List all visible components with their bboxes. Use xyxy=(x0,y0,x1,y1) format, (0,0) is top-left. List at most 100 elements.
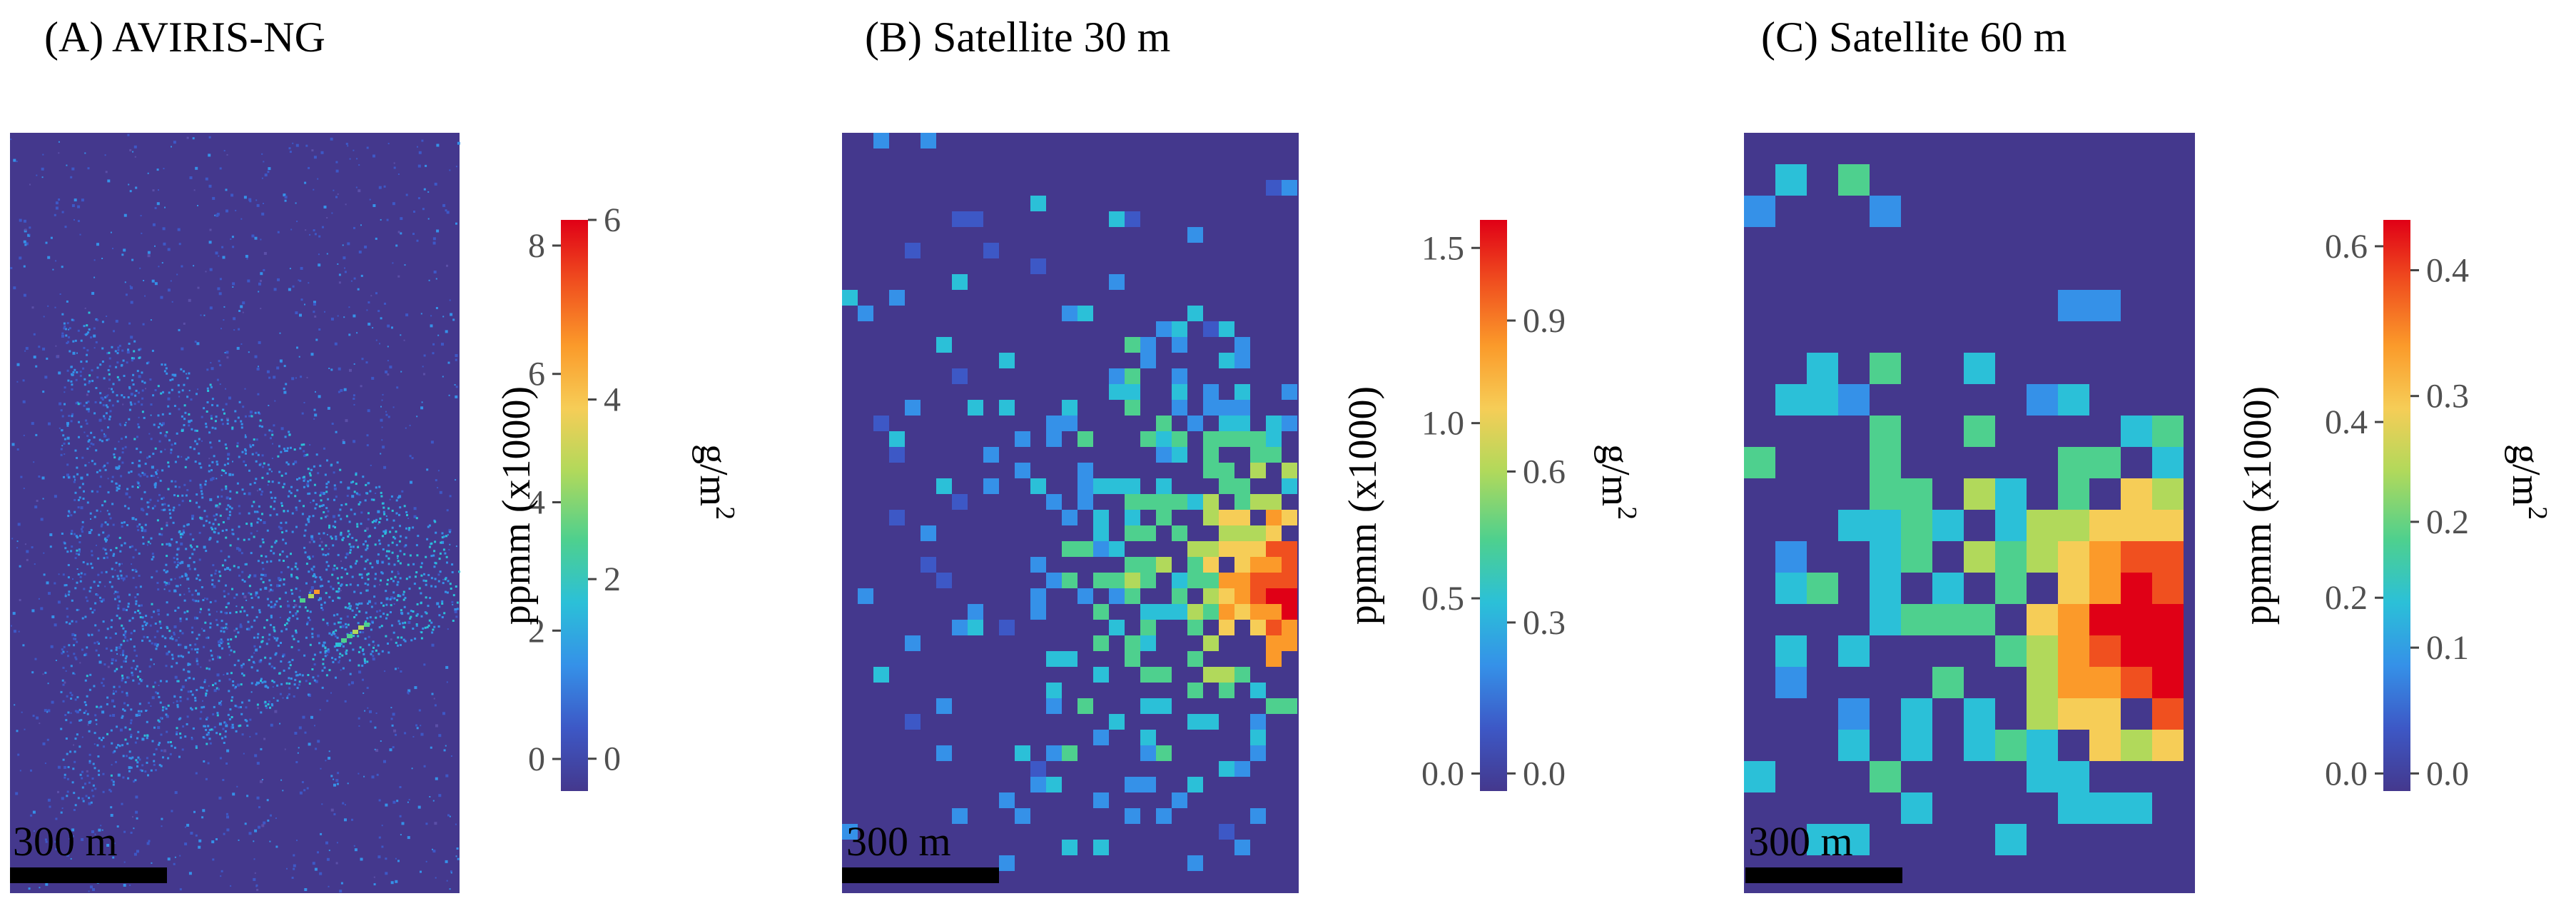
panel-a-pixel xyxy=(39,723,41,725)
panel-a-pixel xyxy=(19,565,21,568)
panel-a-pixel xyxy=(121,363,123,366)
panel-a-pixel xyxy=(90,442,93,445)
panel-a-pixel xyxy=(73,744,75,746)
panel-a-pixel xyxy=(135,713,138,717)
panel-c-left-tick-label-1: 0.2 xyxy=(2325,579,2368,617)
panel-a-pixel xyxy=(118,565,121,567)
panel-a-pixel xyxy=(89,512,92,515)
panel-a-pixel xyxy=(336,649,339,652)
panel-c-pixel xyxy=(1775,573,1807,604)
panel-a-pixel xyxy=(350,631,353,634)
panel-a-pixel xyxy=(157,726,161,730)
panel-a-pixel xyxy=(136,436,138,438)
panel-a-pixel xyxy=(72,672,75,675)
panel-a-pixel xyxy=(423,573,425,575)
panel-b-pixel xyxy=(1266,541,1282,557)
panel-a-pixel xyxy=(306,610,309,613)
panel-c-pixel xyxy=(1775,667,1807,698)
panel-a-pixel xyxy=(396,800,399,802)
panel-a-pixel xyxy=(68,511,71,514)
panel-a-pixel xyxy=(362,631,365,634)
panel-a-pixel xyxy=(136,655,138,658)
panel-a-pixel xyxy=(302,715,305,719)
panel-a-pixel xyxy=(244,434,246,436)
panel-a-pixel xyxy=(323,532,325,535)
panel-a-pixel xyxy=(101,682,103,685)
panel-a-pixel xyxy=(232,680,235,683)
panel-a-pixel xyxy=(295,613,298,616)
panel-a-pixel xyxy=(454,610,457,613)
panel-a-pixel xyxy=(122,608,126,611)
panel-a-pixel xyxy=(320,517,323,520)
panel-a-pixel xyxy=(282,790,284,792)
panel-a-pixel xyxy=(330,537,333,540)
panel-a-pixel xyxy=(134,548,137,551)
panel-a-pixel xyxy=(73,638,76,640)
panel-a-pixel xyxy=(330,317,334,321)
panel-a-pixel xyxy=(63,442,66,445)
panel-a-pixel xyxy=(335,169,339,173)
panel-a-pixel xyxy=(191,514,195,518)
panel-a-pixel xyxy=(206,598,208,600)
panel-a-pixel xyxy=(400,834,402,836)
panel-a-pixel xyxy=(299,313,302,317)
panel-c-pixel xyxy=(1838,164,1870,196)
panel-a-pixel xyxy=(69,750,72,753)
panel-a-pixel xyxy=(197,574,200,577)
panel-a-pixel xyxy=(291,877,294,879)
panel-a-pixel xyxy=(158,493,161,496)
panel-a-pixel xyxy=(438,605,441,608)
panel-a-pixel xyxy=(125,436,127,438)
panel-b-pixel xyxy=(1172,400,1187,416)
panel-c-pixel xyxy=(2089,792,2121,824)
panel-a-pixel xyxy=(130,301,133,304)
panel-b-pixel xyxy=(1077,431,1093,447)
panel-c-pixel xyxy=(2058,635,2089,667)
panel-a-pixel xyxy=(397,580,400,583)
panel-a-pixel xyxy=(180,655,183,658)
panel-a-pixel xyxy=(237,538,240,540)
panel-a-pixel xyxy=(120,475,123,478)
panel-b-pixel xyxy=(1125,808,1140,824)
panel-a-pixel xyxy=(103,557,106,560)
panel-a-pixel xyxy=(161,363,163,366)
panel-a-pixel xyxy=(111,388,113,391)
panel-a-pixel xyxy=(311,668,314,670)
panel-a-pixel xyxy=(202,700,203,702)
panel-a-pixel xyxy=(71,781,74,784)
panel-a-pixel xyxy=(382,548,385,550)
panel-a-pixel xyxy=(253,652,255,654)
panel-a-pixel xyxy=(188,663,191,666)
panel-a-pixel xyxy=(299,791,303,795)
panel-a-pixel xyxy=(75,620,78,623)
panel-a-pixel xyxy=(158,685,160,686)
panel-a-pixel xyxy=(263,462,265,465)
panel-a-pixel xyxy=(186,396,189,398)
panel-a-pixel xyxy=(399,595,402,598)
panel-a-pixel xyxy=(295,588,298,590)
panel-a-pixel xyxy=(208,241,212,244)
panel-a-pixel xyxy=(163,503,166,505)
panel-a-pixel xyxy=(320,151,324,154)
panel-c-scale-bar xyxy=(1745,867,1902,883)
panel-a-pixel xyxy=(220,870,223,872)
panel-a-pixel xyxy=(130,336,133,339)
panel-b-pixel xyxy=(1062,840,1077,855)
panel-a-pixel xyxy=(353,403,355,406)
panel-a-pixel xyxy=(407,689,411,693)
panel-c-pixel xyxy=(2089,604,2121,635)
panel-a-pixel xyxy=(348,520,351,523)
panel-a-right-tick-label-0: 0 xyxy=(604,740,621,778)
panel-b-pixel xyxy=(1077,588,1093,604)
panel-a-pixel xyxy=(126,361,128,364)
panel-a-pixel xyxy=(172,509,175,512)
panel-a-pixel xyxy=(283,391,287,394)
panel-a-pixel xyxy=(139,585,142,588)
panel-a-pixel xyxy=(62,758,65,761)
panel-a-pixel xyxy=(367,535,370,538)
panel-a-pixel xyxy=(438,734,442,738)
panel-b-pixel xyxy=(873,416,889,431)
panel-a-pixel xyxy=(15,851,19,855)
panel-a-pixel xyxy=(378,485,381,488)
panel-a-pixel xyxy=(74,557,77,560)
